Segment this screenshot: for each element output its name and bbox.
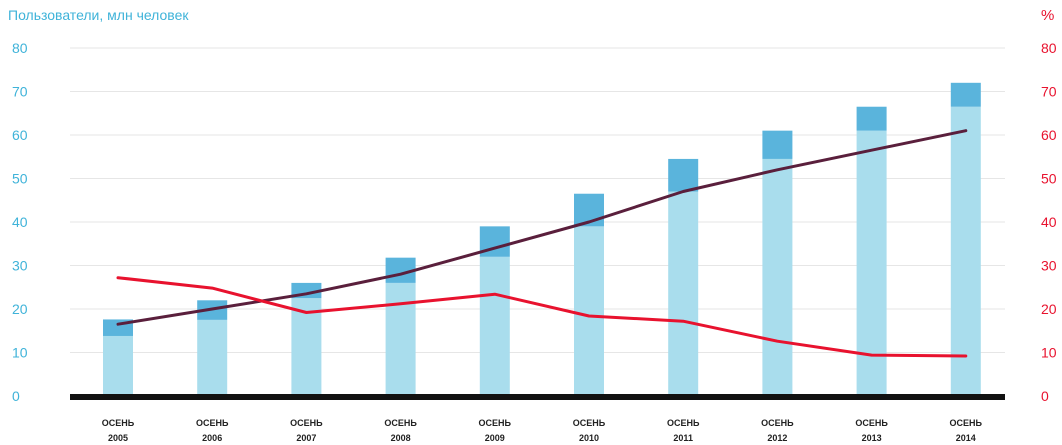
right-tick-label: 20	[1041, 301, 1057, 317]
x-tick-label-line2: 2013	[862, 433, 882, 443]
x-tick-label-line1: ОСЕНЬ	[196, 418, 229, 428]
series-line-right-axis	[116, 276, 968, 358]
bar-lower-segment	[291, 298, 322, 396]
left-tick-label: 10	[12, 345, 28, 361]
x-tick-label-line2: 2007	[296, 433, 316, 443]
x-tick-label-line2: 2014	[956, 433, 976, 443]
bar-upper-segment	[856, 106, 887, 131]
x-tick-label-line1: ОСЕНЬ	[667, 418, 700, 428]
left-axis-ticks: 0 10 20 30 40 50 60 70 80	[12, 40, 28, 404]
left-tick-label: 50	[12, 171, 28, 187]
right-tick-label: 40	[1041, 214, 1057, 230]
bar-lower-segment	[103, 335, 133, 396]
x-tick-label-line2: 2009	[485, 433, 505, 443]
series-lines	[116, 129, 968, 358]
chart-title: Пользователи, млн человек	[8, 7, 189, 23]
x-tick-label-line2: 2010	[579, 433, 599, 443]
right-axis-unit: %	[1041, 7, 1054, 24]
x-axis-ticks: ОСЕНЬ 2005 ОСЕНЬ 2006 ОСЕНЬ 2007 ОСЕНЬ 2008 ОСЕН…	[102, 418, 983, 443]
right-tick-label: 50	[1041, 171, 1057, 187]
right-tick-label: 70	[1041, 84, 1057, 100]
bar-upper-segment	[762, 130, 793, 159]
bar-lower-segment	[668, 191, 699, 396]
left-tick-label: 30	[12, 258, 28, 274]
left-tick-label: 60	[12, 127, 28, 143]
x-tick-label-line1: ОСЕНЬ	[384, 418, 417, 428]
bar-lower-segment	[574, 226, 604, 396]
bar-lower-segment	[950, 106, 981, 396]
bar-upper-segment	[950, 82, 981, 107]
bar-lower-segment	[856, 130, 887, 396]
bar-lower-segment	[197, 319, 228, 396]
x-tick-label-line1: ОСЕНЬ	[855, 418, 888, 428]
bar-upper-segment	[668, 158, 699, 192]
left-tick-label: 20	[12, 301, 28, 317]
x-tick-label-line2: 2006	[202, 433, 222, 443]
right-tick-label: 0	[1041, 388, 1049, 404]
x-tick-label-line1: ОСЕНЬ	[573, 418, 606, 428]
bar-lower-segment	[385, 282, 416, 396]
right-tick-label: 10	[1041, 345, 1057, 361]
left-tick-label: 70	[12, 84, 28, 100]
right-axis-ticks: 0 10 20 30 40 50 60 70 80	[1041, 40, 1057, 404]
x-tick-label-line1: ОСЕНЬ	[761, 418, 794, 428]
right-tick-label: 30	[1041, 258, 1057, 274]
right-tick-label: 60	[1041, 127, 1057, 143]
x-tick-label-line1: ОСЕНЬ	[950, 418, 983, 428]
bar-lower-segment	[479, 256, 510, 396]
bars	[103, 82, 981, 396]
x-tick-label-line2: 2008	[391, 433, 411, 443]
x-tick-label-line2: 2011	[673, 433, 693, 443]
left-tick-label: 40	[12, 214, 28, 230]
right-tick-label: 80	[1041, 40, 1057, 56]
x-tick-label-line1: ОСЕНЬ	[290, 418, 323, 428]
left-tick-label: 0	[12, 388, 20, 404]
baseline	[70, 394, 1005, 400]
bar-lower-segment	[762, 158, 793, 396]
x-tick-label-line1: ОСЕНЬ	[479, 418, 512, 428]
left-tick-label: 80	[12, 40, 28, 56]
x-tick-label-line2: 2012	[767, 433, 787, 443]
x-tick-label-line2: 2005	[108, 433, 128, 443]
x-tick-label-line1: ОСЕНЬ	[102, 418, 135, 428]
